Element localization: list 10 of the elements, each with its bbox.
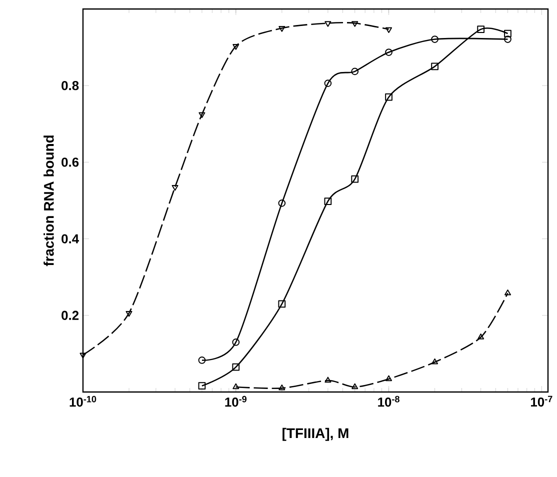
x-tick-label: 10$^{-7}$ bbox=[530, 396, 552, 407]
x-axis-title: [TFIIIA], M bbox=[282, 428, 348, 441]
x-tick-label: 10$^{-10}$ bbox=[70, 396, 96, 407]
y-tick-label: 0.4 bbox=[62, 234, 79, 244]
x-tick-label: 10$^{-9}$ bbox=[225, 396, 247, 407]
y-axis-title: fraction RNA bound bbox=[44, 136, 54, 266]
y-tick-label: 0.8 bbox=[62, 81, 79, 90]
y-tick-label: 0.6 bbox=[62, 158, 79, 167]
y-tick-label: 0.2 bbox=[62, 310, 79, 320]
x-tick-label: 10$^{-8}$ bbox=[378, 396, 400, 407]
